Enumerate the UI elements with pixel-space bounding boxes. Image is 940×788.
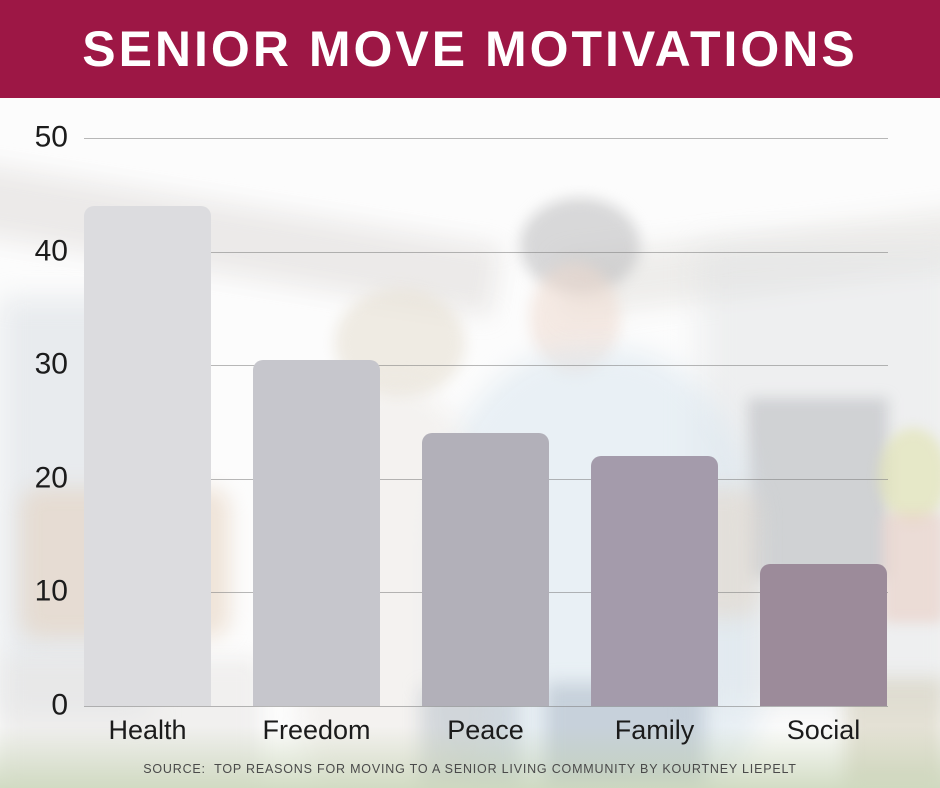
source-attribution: SOURCE: TOP REASONS FOR MOVING TO A SENI… (143, 762, 797, 776)
title-banner: SENIOR MOVE MOTIVATIONS (0, 0, 940, 98)
bar-peace (422, 433, 549, 706)
x-tick-label: Peace (447, 715, 524, 745)
y-gridline-40 (84, 251, 888, 253)
y-tick-label: 20 (34, 461, 68, 495)
x-tick-label: Freedom (262, 715, 371, 745)
y-tick-label: 50 (34, 120, 68, 154)
y-gridline-0 (84, 706, 888, 707)
bar-freedom (253, 359, 380, 706)
y-tick-label: 10 (34, 574, 68, 608)
bar-chart: 50 40 30 20 10 0 (35, 122, 888, 720)
y-tick-label: 30 (34, 347, 68, 381)
x-tick-label: Social (786, 715, 861, 745)
y-tick-label: 40 (34, 233, 68, 267)
page-title: SENIOR MOVE MOTIVATIONS (82, 21, 858, 77)
x-axis-labels: Health Freedom Peace Family Social (84, 714, 888, 748)
bar-health (84, 206, 211, 706)
x-tick-label: Family (614, 715, 695, 745)
y-gridline-50 (84, 138, 888, 139)
x-tick-label: Health (108, 715, 187, 745)
bar-social (760, 564, 887, 706)
photo-plant-pot (882, 513, 940, 623)
bar-family (591, 456, 718, 706)
